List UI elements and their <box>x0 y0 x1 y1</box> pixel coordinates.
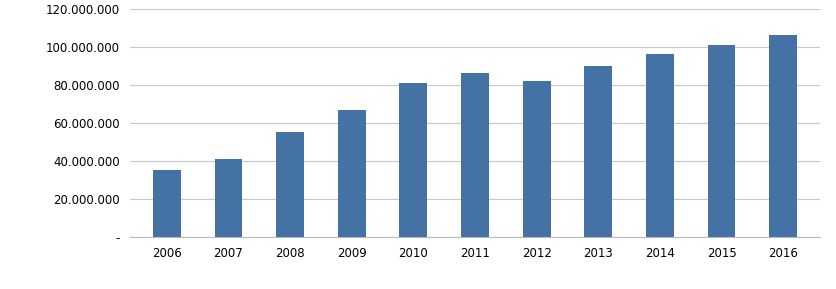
Bar <box>214 159 242 237</box>
Bar <box>276 132 303 237</box>
Bar <box>645 54 673 237</box>
Bar <box>707 45 735 237</box>
Bar <box>522 81 550 237</box>
Bar <box>399 83 426 237</box>
Bar <box>768 35 796 237</box>
Bar <box>584 66 611 237</box>
Bar <box>153 171 181 237</box>
Bar <box>338 110 365 237</box>
Bar <box>461 73 488 237</box>
